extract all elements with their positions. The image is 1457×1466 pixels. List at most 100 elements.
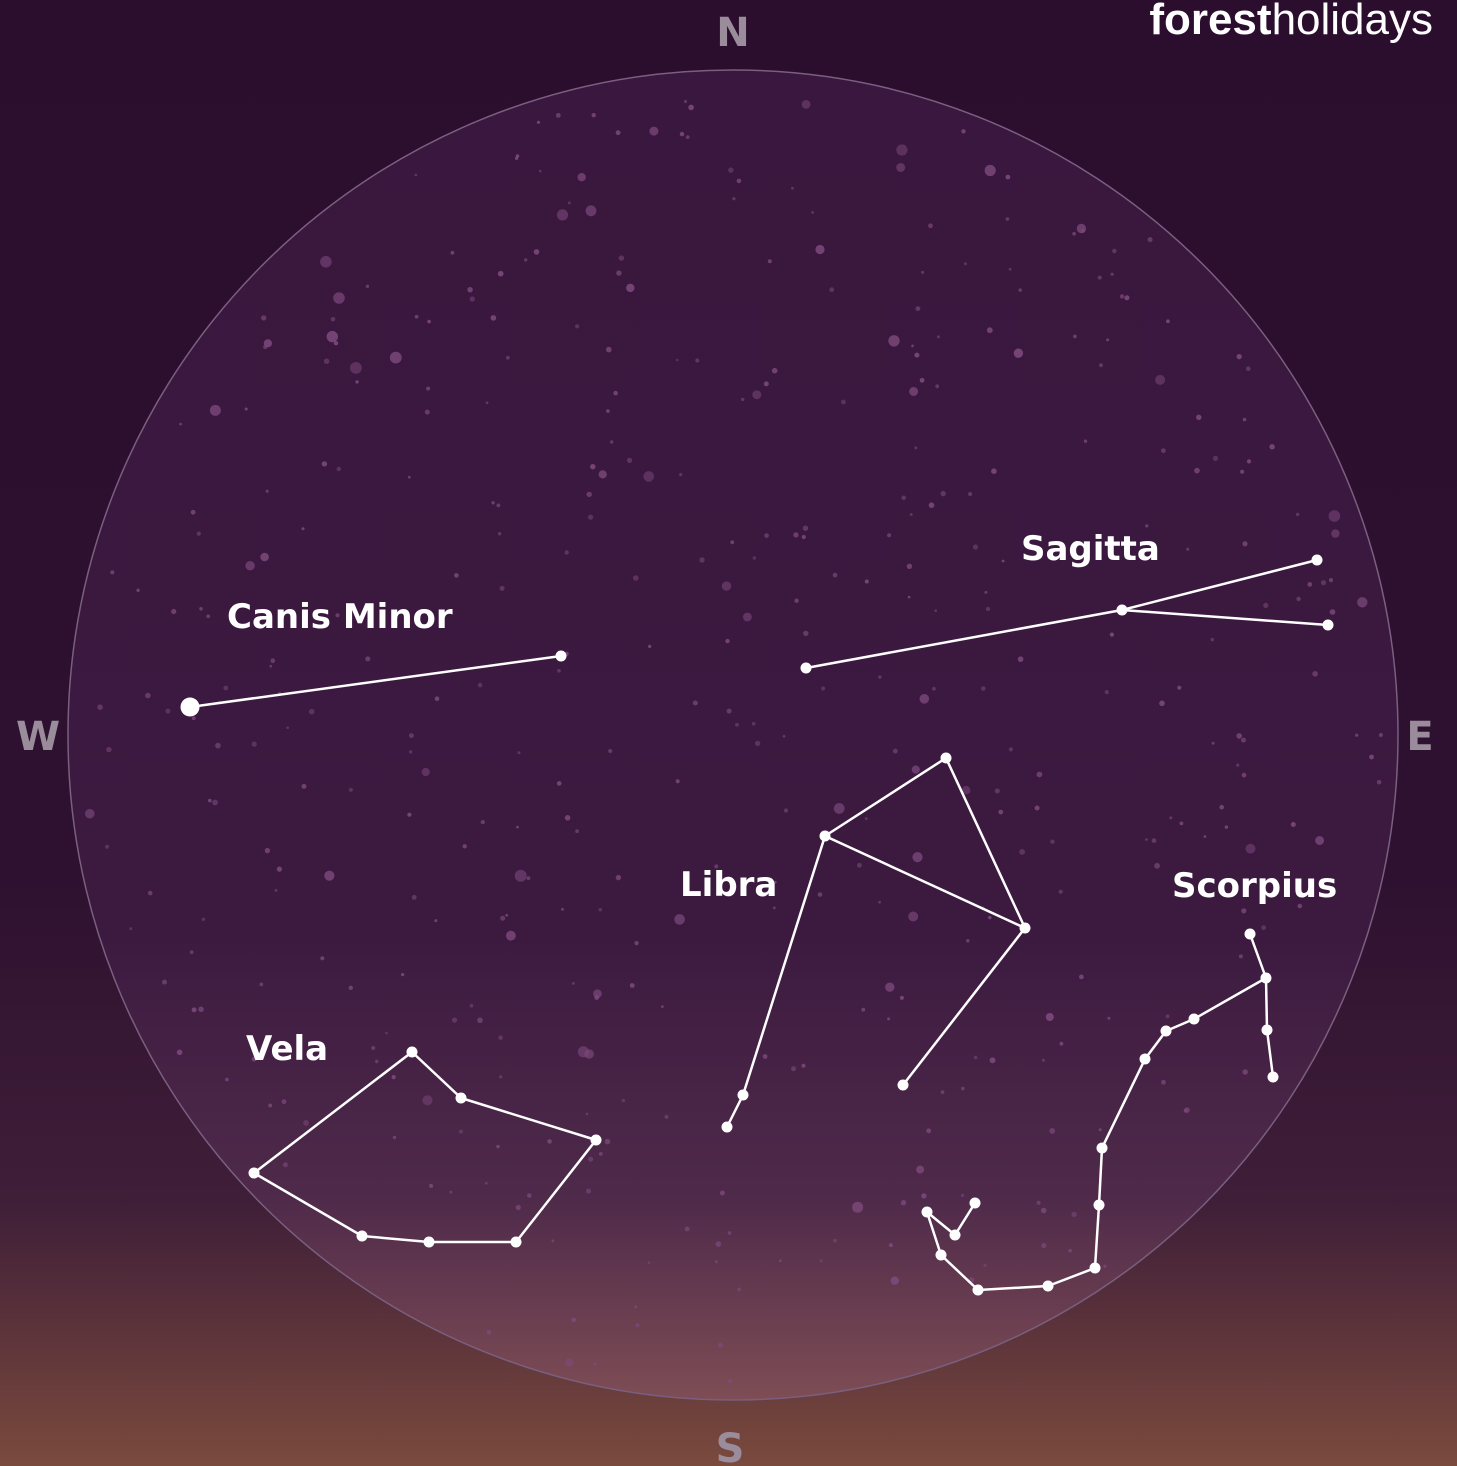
background-star [415,315,419,319]
background-star [1239,954,1243,958]
background-star [1041,1208,1047,1214]
background-star [841,400,846,405]
background-star [861,1008,865,1012]
background-star [896,144,907,155]
background-star [557,209,568,220]
background-star [1263,603,1268,608]
background-star [722,581,731,590]
constellation-star [1312,555,1323,566]
background-star [463,844,467,848]
background-star [1152,838,1157,843]
constellation-star [1117,605,1128,616]
constellation-star [456,1093,467,1104]
constellation-star [1245,929,1256,940]
background-star [1099,1128,1102,1131]
background-star [1184,1109,1188,1113]
background-star [260,553,269,562]
constellation-star [424,1237,435,1248]
background-star [803,631,808,636]
background-star [833,1239,837,1243]
background-star [498,271,504,277]
constellation-star [973,1285,984,1296]
background-star [527,1193,532,1198]
background-star [648,1261,651,1264]
background-star [500,916,505,921]
background-star [688,105,694,111]
background-star [599,908,602,911]
background-star [1068,1249,1072,1253]
background-star [912,852,922,862]
background-star [302,527,305,530]
background-star [427,320,431,324]
background-star [1124,295,1129,300]
background-star [1002,560,1005,563]
background-star [984,1264,987,1267]
background-star [365,656,370,661]
background-star [537,121,540,124]
background-star [889,1243,893,1247]
background-star [1009,268,1012,271]
background-star [477,1018,483,1024]
background-star [616,875,621,880]
background-star [633,575,639,581]
background-star [793,532,798,537]
background-star [190,950,194,954]
constellation-star [738,1090,749,1101]
background-star [498,532,501,535]
background-star [355,380,358,383]
background-star [215,743,221,749]
background-star [649,127,658,136]
background-star [129,927,132,930]
background-star [385,1032,388,1035]
background-star [497,504,501,508]
background-star [572,982,575,985]
background-star [1077,224,1086,233]
background-star [1042,1059,1045,1062]
background-star [648,645,651,648]
background-star [586,1113,589,1116]
background-star [506,356,510,360]
background-star [171,609,176,614]
background-star [498,1035,503,1040]
constellation-star [970,1198,981,1209]
background-star [539,170,542,173]
background-star [527,876,531,880]
background-star [695,359,699,363]
background-star [588,1157,593,1162]
background-star [636,1323,640,1327]
background-star [435,696,440,701]
background-star [1312,671,1318,677]
background-star [1242,773,1247,778]
background-star [454,573,459,578]
background-star [605,1139,611,1145]
background-star [791,1066,796,1071]
background-star [198,1007,204,1013]
background-star [515,870,527,882]
background-star [716,1241,722,1247]
compass-north: N [716,10,749,56]
background-star [1296,513,1299,516]
background-star [449,1191,452,1194]
background-star [451,251,455,255]
background-star [802,1064,806,1068]
background-star [728,1379,732,1383]
brand-bold: forest [1149,0,1272,44]
background-star [412,895,417,900]
background-star [429,1184,433,1188]
background-star [829,287,834,292]
background-star [878,676,881,679]
background-star [199,607,203,611]
background-star [699,557,704,562]
background-star [783,735,786,738]
background-star [1241,908,1246,913]
background-star [803,526,808,531]
background-star [592,113,596,117]
background-star [271,658,276,663]
constellation-star [941,753,952,764]
background-star [177,1050,183,1056]
background-star [1247,459,1251,463]
background-star [908,912,918,922]
background-star [626,284,634,292]
background-star [303,1120,309,1126]
background-star [752,390,761,399]
